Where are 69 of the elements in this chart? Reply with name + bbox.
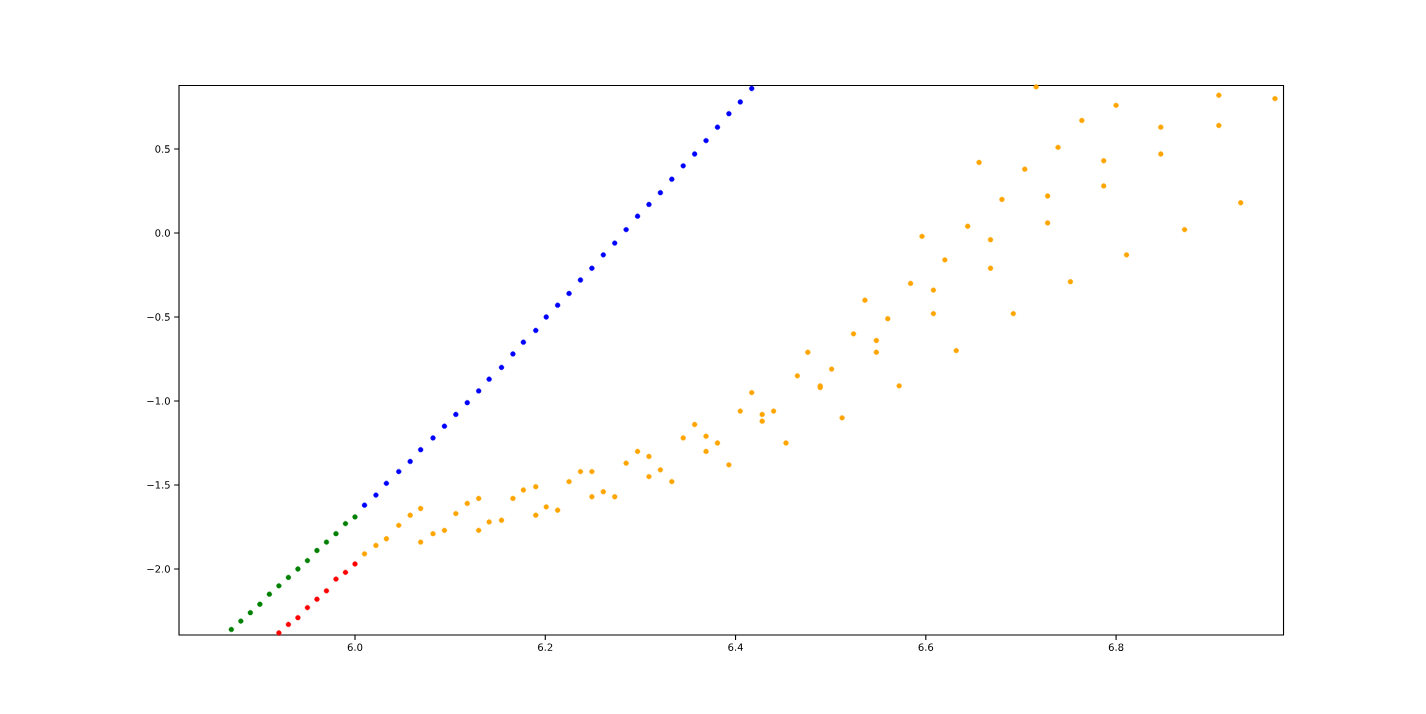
point bbox=[680, 163, 686, 169]
point bbox=[352, 561, 358, 567]
point bbox=[418, 447, 424, 453]
point bbox=[520, 339, 526, 345]
y-tick-label: −1.0 bbox=[147, 397, 170, 405]
point bbox=[323, 588, 330, 594]
point bbox=[703, 137, 709, 144]
point bbox=[498, 364, 505, 370]
y-tick-label: −0.5 bbox=[147, 313, 170, 321]
point bbox=[577, 277, 584, 283]
point bbox=[737, 99, 743, 105]
x-tick-label: 6.8 bbox=[1108, 643, 1124, 651]
point bbox=[634, 213, 641, 219]
point bbox=[247, 610, 253, 616]
point bbox=[266, 591, 272, 597]
point bbox=[646, 201, 652, 208]
point bbox=[276, 583, 282, 589]
point bbox=[257, 601, 263, 607]
point bbox=[510, 351, 516, 357]
point bbox=[285, 621, 292, 628]
point bbox=[566, 290, 572, 297]
x-tick-label: 6.4 bbox=[728, 643, 743, 651]
point bbox=[692, 151, 698, 157]
point bbox=[464, 400, 470, 406]
point bbox=[453, 411, 459, 418]
point bbox=[726, 111, 732, 117]
point bbox=[314, 596, 320, 602]
point bbox=[612, 240, 618, 246]
x-tick-label: 6.6 bbox=[918, 643, 934, 651]
point bbox=[304, 557, 311, 564]
point bbox=[669, 176, 675, 182]
point bbox=[476, 388, 482, 394]
y-tick-label: −2.0 bbox=[147, 565, 170, 573]
point bbox=[383, 480, 389, 486]
y-tick-label: 0.5 bbox=[155, 145, 170, 153]
point bbox=[714, 124, 721, 130]
point bbox=[486, 376, 492, 382]
point bbox=[657, 190, 663, 196]
point bbox=[323, 539, 330, 545]
point bbox=[342, 521, 349, 527]
point bbox=[623, 227, 629, 233]
point bbox=[285, 574, 292, 580]
point bbox=[304, 605, 311, 611]
point bbox=[342, 569, 349, 575]
point bbox=[276, 630, 282, 636]
point bbox=[407, 458, 413, 465]
point bbox=[441, 423, 448, 429]
point bbox=[749, 85, 755, 92]
point bbox=[533, 327, 539, 334]
point bbox=[396, 468, 402, 475]
point bbox=[361, 502, 368, 508]
point bbox=[543, 314, 549, 320]
point bbox=[333, 576, 339, 582]
x-tick-label: 6.0 bbox=[347, 643, 363, 651]
point bbox=[295, 615, 301, 621]
point bbox=[228, 626, 234, 633]
point bbox=[314, 547, 320, 554]
y-tick-label: 0.0 bbox=[155, 229, 170, 237]
point bbox=[238, 618, 244, 624]
point bbox=[373, 492, 379, 498]
point bbox=[600, 252, 606, 258]
point bbox=[295, 566, 301, 572]
point bbox=[333, 531, 339, 537]
y-tick-label: −1.5 bbox=[147, 481, 170, 489]
point bbox=[430, 435, 436, 441]
x-tick-label: 6.2 bbox=[538, 643, 553, 651]
point bbox=[352, 514, 358, 520]
point bbox=[589, 265, 595, 271]
point bbox=[555, 302, 561, 308]
